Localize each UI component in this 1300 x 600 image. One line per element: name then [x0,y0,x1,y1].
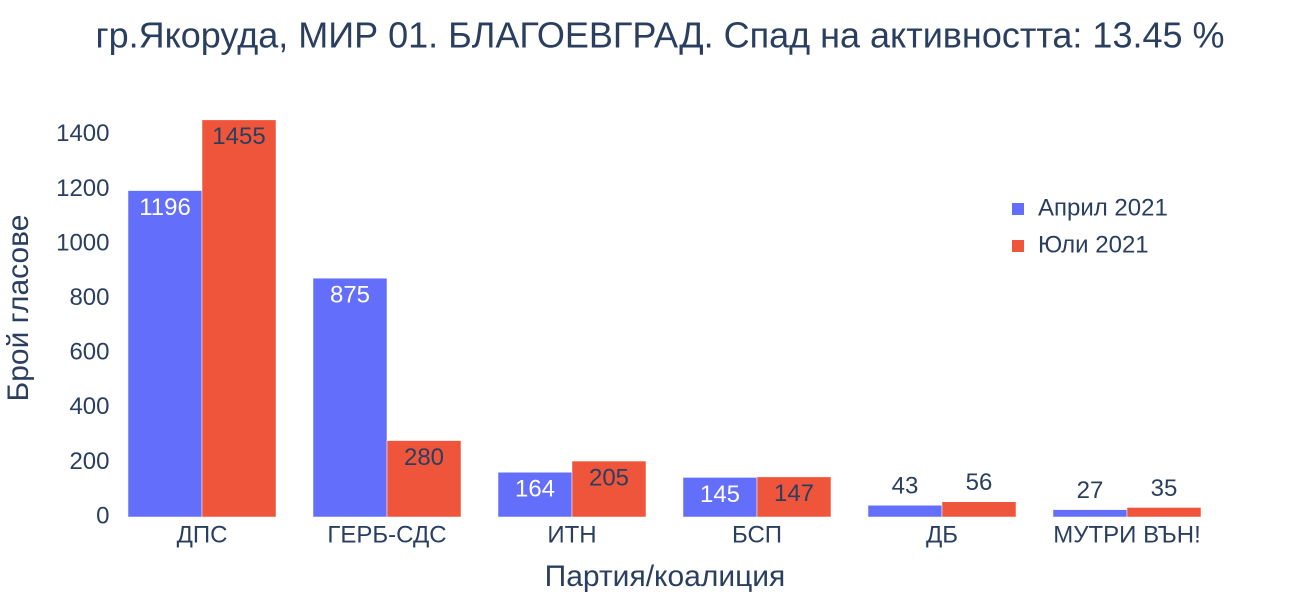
x-tick-label: ДБ [926,521,958,548]
bar [1052,509,1128,518]
value-label: 280 [404,444,444,471]
y-tick-label: 800 [69,284,109,311]
bar [1126,507,1202,518]
value-label: 147 [774,480,814,507]
x-tick-label: ИТН [547,521,596,548]
bar [127,190,203,518]
legend-swatch [1012,240,1024,252]
legend-swatch [1012,203,1024,215]
y-axis-title: Брой гласове [2,215,35,402]
y-tick-label: 600 [69,339,109,366]
y-tick-label: 200 [69,448,109,475]
value-label: 205 [589,464,629,491]
value-label: 1196 [139,194,191,221]
y-tick-label: 1200 [56,175,109,202]
x-tick-label: ГЕРБ-СДС [327,521,446,548]
bar [867,505,943,518]
bar [386,440,462,518]
value-label: 1455 [212,123,265,150]
y-tick-label: 0 [96,502,109,529]
value-label: 145 [700,481,740,508]
bar [201,119,277,518]
y-tick-label: 1400 [56,120,109,147]
x-tick-label: БСП [732,521,782,548]
value-label: 43 [892,473,919,500]
value-label: 164 [515,476,555,503]
bar [497,471,573,518]
value-label: 875 [330,282,370,309]
value-label: 27 [1077,477,1104,504]
x-axis-title: Партия/коалиция [545,560,786,593]
bar [682,477,758,518]
legend-label: Юли 2021 [1038,231,1149,258]
value-label: 56 [966,469,993,496]
x-tick-label: ДПС [177,521,228,548]
value-label: 35 [1151,475,1178,502]
bar [756,476,832,518]
bar [312,277,388,518]
bar [571,460,647,518]
chart-title: гр.Якоруда, МИР 01. БЛАГОЕВГРАД. Спад на… [95,15,1224,56]
y-tick-label: 400 [69,393,109,420]
y-tick-label: 1000 [56,229,109,256]
x-tick-label: МУТРИ ВЪН! [1053,521,1200,548]
bar [941,501,1017,518]
legend-label: Април 2021 [1038,194,1168,221]
